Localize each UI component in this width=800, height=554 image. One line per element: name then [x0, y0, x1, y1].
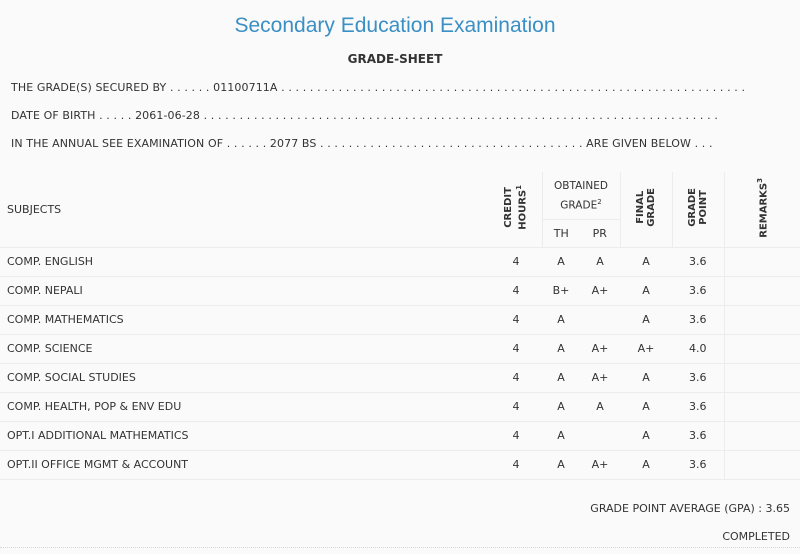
table-header-row: SUBJECTS CREDIT HOURS1 OBTAINED GRADE2 FI… [0, 172, 800, 248]
examination-line: IN THE ANNUAL SEE EXAMINATION OF . . . .… [11, 137, 713, 150]
theory-grade-cell: A [542, 334, 580, 364]
subjects-header: SUBJECTS [0, 172, 490, 248]
grade-point-cell: 3.6 [672, 392, 724, 422]
credit-cell: 4 [490, 392, 542, 422]
practical-grade-cell: A+ [580, 363, 620, 393]
obtained-grade-header: OBTAINED GRADE2 [541, 172, 620, 220]
grade-table: SUBJECTS CREDIT HOURS1 OBTAINED GRADE2 FI… [0, 172, 800, 480]
table-row: COMP. MATHEMATICS 4 A A 3.6 [0, 305, 800, 335]
table-row: OPT.I ADDITIONAL MATHEMATICS 4 A A 3.6 [0, 421, 800, 451]
remarks-cell [723, 334, 800, 364]
remarks-cell [723, 363, 800, 393]
subject-cell: COMP. NEPALI [0, 276, 490, 306]
final-grade-cell: A [620, 305, 672, 335]
grade-point-cell: 4.0 [672, 334, 724, 364]
grade-sheet-heading: GRADE-SHEET [347, 52, 443, 66]
credit-cell: 4 [490, 334, 542, 364]
gpa-summary: GRADE POINT AVERAGE (GPA) : 3.65 [590, 502, 790, 515]
grade-point-cell: 3.6 [672, 421, 724, 451]
final-grade-label: GRADE [646, 188, 657, 228]
final-grade-cell: A+ [620, 334, 672, 364]
theory-grade-cell: A [542, 421, 580, 451]
practical-grade-cell: A [580, 392, 620, 422]
final-grade-header: FINAL GRADE [619, 172, 672, 248]
subject-cell: COMP. MATHEMATICS [0, 305, 490, 335]
remarks-cell [723, 305, 800, 335]
table-row: COMP. NEPALI 4 B+ A+ A 3.6 [0, 276, 800, 306]
theory-grade-cell: A [542, 363, 580, 393]
secured-by-line: THE GRADE(S) SECURED BY . . . . . . 0110… [11, 81, 746, 94]
theory-grade-cell: A [542, 247, 580, 277]
final-grade-cell: A [620, 247, 672, 277]
theory-grade-cell: A [542, 305, 580, 335]
practical-grade-cell: A [580, 247, 620, 277]
table-row: OPT.II OFFICE MGMT & ACCOUNT 4 A A+ A 3.6 [0, 450, 800, 480]
final-grade-cell: A [620, 450, 672, 480]
hours-label: HOURS [517, 190, 529, 231]
subject-cell: COMP. HEALTH, POP & ENV EDU [0, 392, 490, 422]
grade-point-cell: 3.6 [672, 363, 724, 393]
footer-divider [0, 547, 800, 548]
grade-label: GRADE [560, 199, 598, 211]
practical-grade-cell: A+ [580, 450, 620, 480]
table-subheader-row: TH PR [0, 219, 800, 248]
practical-grade-cell [580, 421, 620, 451]
final-grade-cell: A [620, 421, 672, 451]
th-header: TH [541, 219, 580, 248]
practical-grade-cell: A+ [580, 276, 620, 306]
subject-cell: COMP. SOCIAL STUDIES [0, 363, 490, 393]
final-grade-cell: A [620, 276, 672, 306]
subject-cell: OPT.I ADDITIONAL MATHEMATICS [0, 421, 490, 451]
final-grade-cell: A [620, 363, 672, 393]
gp-grade-label: GRADE [687, 188, 698, 228]
credit-cell: 4 [490, 421, 542, 451]
credit-hours-header: CREDIT HOURS1 [490, 172, 542, 248]
pr-header: PR [580, 219, 620, 248]
table-row: COMP. ENGLISH 4 A A A 3.6 [0, 247, 800, 277]
credit-cell: 4 [490, 450, 542, 480]
grade-point-header: GRADE POINT [671, 172, 724, 248]
credit-footnote: 1 [515, 185, 524, 191]
credit-cell: 4 [490, 247, 542, 277]
remarks-cell [723, 392, 800, 422]
credit-cell: 4 [490, 363, 542, 393]
subject-cell: COMP. ENGLISH [0, 247, 490, 277]
subject-cell: COMP. SCIENCE [0, 334, 490, 364]
table-row: COMP. SCIENCE 4 A A+ A+ 4.0 [0, 334, 800, 364]
credit-cell: 4 [490, 276, 542, 306]
grade-table-body: COMP. ENGLISH 4 A A A 3.6 COMP. NEPALI 4 B+ A+ A 3.… [0, 247, 800, 480]
grade-point-cell: 3.6 [672, 305, 724, 335]
practical-grade-cell: A+ [580, 334, 620, 364]
remarks-label: REMARKS [758, 182, 770, 238]
subject-cell: OPT.II OFFICE MGMT & ACCOUNT [0, 450, 490, 480]
table-row: COMP. HEALTH, POP & ENV EDU 4 A A A 3.6 [0, 392, 800, 422]
grade-point-cell: 3.6 [672, 247, 724, 277]
grade-point-cell: 3.6 [672, 276, 724, 306]
theory-grade-cell: A [542, 392, 580, 422]
remarks-cell [723, 421, 800, 451]
theory-grade-cell: B+ [542, 276, 580, 306]
result-status: COMPLETED [722, 530, 790, 543]
final-label: FINAL [635, 191, 646, 225]
credit-label: CREDIT [503, 187, 515, 229]
remarks-cell [723, 276, 800, 306]
table-row: COMP. SOCIAL STUDIES 4 A A+ A 3.6 [0, 363, 800, 393]
practical-grade-cell [580, 305, 620, 335]
remarks-header: REMARKS3 [723, 172, 800, 248]
credit-cell: 4 [490, 305, 542, 335]
remarks-cell [723, 247, 800, 277]
final-grade-cell: A [620, 392, 672, 422]
gp-point-label: POINT [698, 190, 709, 226]
theory-grade-cell: A [542, 450, 580, 480]
obtained-label: OBTAINED [554, 179, 608, 192]
date-of-birth-line: DATE OF BIRTH . . . . . 2061-06-28 . . .… [11, 109, 718, 122]
remarks-cell [723, 450, 800, 480]
grade-point-cell: 3.6 [672, 450, 724, 480]
page-title: Secondary Education Examination [234, 14, 556, 37]
remarks-footnote: 3 [756, 178, 765, 183]
obtained-footnote: 2 [597, 197, 602, 206]
